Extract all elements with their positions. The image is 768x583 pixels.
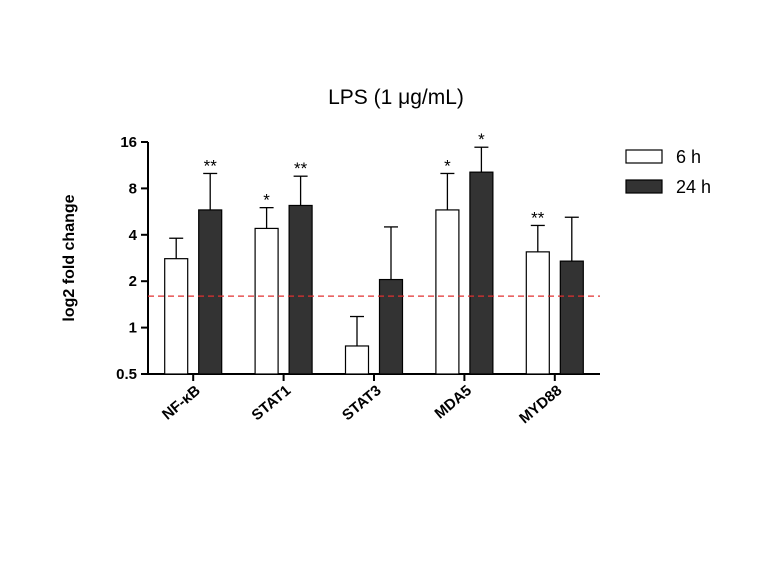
bar-24h [559, 260, 584, 375]
x-tick-label: STAT1 [249, 382, 295, 424]
bar-6h [435, 209, 460, 375]
x-tick-label: MDA5 [431, 382, 474, 422]
bar-6h [254, 227, 279, 375]
significance-marker: ** [531, 208, 545, 227]
bar-24h [378, 278, 404, 375]
y-tick-label: 8 [129, 180, 137, 197]
legend-swatch-6h [625, 149, 663, 164]
significance-marker: * [444, 156, 451, 175]
chart-title: LPS (1 μg/mL) [328, 86, 464, 109]
bar-6h [344, 345, 370, 375]
x-tick-label: NF-κB [159, 382, 204, 424]
x-tick-label: STAT3 [339, 382, 385, 424]
significance-marker: * [263, 191, 270, 210]
y-tick-label: 16 [120, 134, 137, 151]
y-tick-label: 1 [129, 320, 137, 337]
significance-marker: ** [294, 159, 308, 178]
significance-marker: * [478, 130, 485, 149]
y-tick-label: 2 [129, 273, 137, 290]
significance-marker: ** [204, 156, 218, 175]
bar-24h [198, 209, 223, 375]
y-tick-label: 4 [129, 227, 138, 244]
legend-label: 24 h [676, 177, 711, 197]
legend-swatch-24h [625, 179, 663, 194]
legend: 6 h 24 h [625, 147, 711, 197]
y-tick-label: 0.5 [116, 366, 137, 383]
x-tick-label: MYD88 [516, 382, 565, 427]
bar-24h [469, 171, 494, 375]
bar-6h [525, 251, 550, 375]
legend-label: 6 h [676, 147, 701, 167]
y-axis-label: log2 fold change [61, 194, 78, 321]
bar-24h [288, 204, 313, 375]
bar-6h [164, 258, 189, 375]
